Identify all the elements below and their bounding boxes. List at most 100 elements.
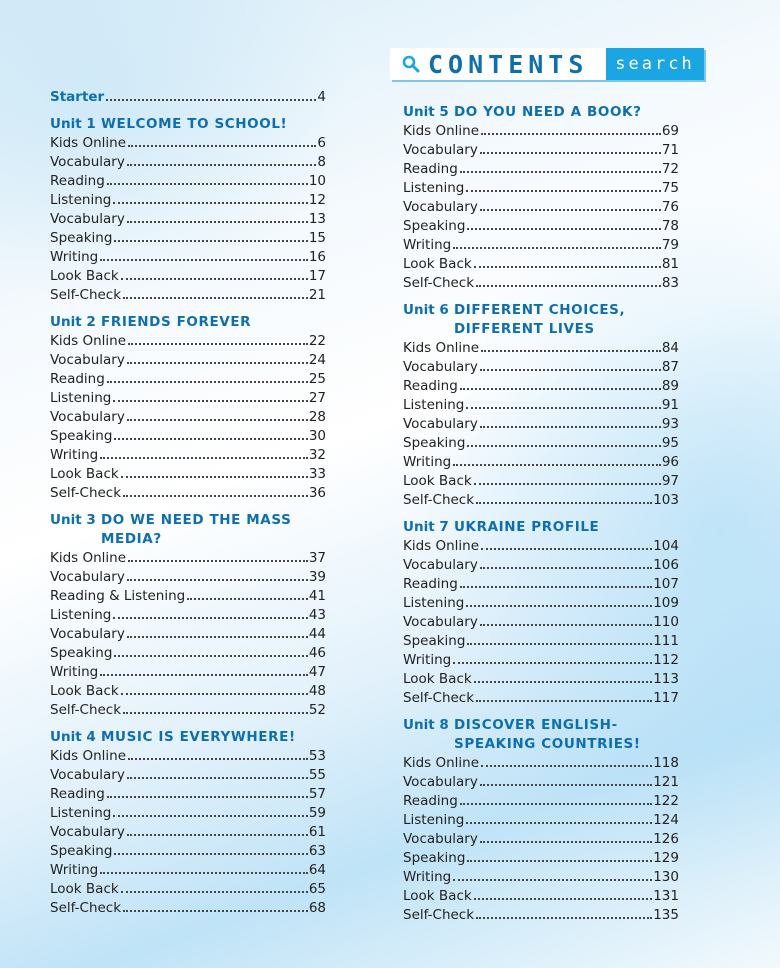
toc-entry[interactable]: Look Back 81 (403, 255, 679, 274)
toc-entry[interactable]: Self-Check 83 (403, 274, 679, 293)
toc-entry[interactable]: Self-Check 36 (50, 484, 326, 503)
toc-entry[interactable]: Listening 75 (403, 179, 679, 198)
toc-entry[interactable]: Vocabulary 24 (50, 351, 326, 370)
toc-entry[interactable]: Kids Online 22 (50, 332, 326, 351)
toc-entry[interactable]: Reading 107 (403, 575, 679, 594)
toc-entry[interactable]: Speaking 30 (50, 427, 326, 446)
toc-entry[interactable]: Vocabulary 121 (403, 773, 679, 792)
toc-entry[interactable]: Speaking 95 (403, 434, 679, 453)
toc-entry[interactable]: Listening 109 (403, 594, 679, 613)
toc-entry[interactable]: Vocabulary 39 (50, 568, 326, 587)
unit-title: FRIENDS FOREVER (101, 313, 251, 332)
entry-label: Self-Check (50, 485, 122, 501)
entry-page: 64 (308, 862, 326, 878)
dot-leader (106, 99, 317, 101)
toc-entry[interactable]: Look Back 17 (50, 267, 326, 286)
entry-label: Self-Check (50, 900, 122, 916)
unit-label: Unit 6 (403, 302, 449, 318)
toc-entry[interactable]: Look Back 33 (50, 465, 326, 484)
toc-entry[interactable]: Vocabulary 87 (403, 358, 679, 377)
toc-entry[interactable]: Writing 79 (403, 236, 679, 255)
toc-entry[interactable]: Writing 47 (50, 663, 326, 682)
entry-page: 61 (308, 824, 326, 840)
entry-label: Vocabulary (50, 352, 125, 368)
toc-entry[interactable]: Kids Online 69 (403, 122, 679, 141)
toc-entry[interactable]: Kids Online 53 (50, 747, 326, 766)
toc-entry[interactable]: Vocabulary 28 (50, 408, 326, 427)
toc-entry[interactable]: Writing 96 (403, 453, 679, 472)
toc-entry[interactable]: Reading & Listening 41 (50, 587, 326, 606)
toc-entry[interactable]: Kids Online 6 (50, 134, 326, 153)
toc-entry[interactable]: Look Back 131 (403, 887, 679, 906)
unit-title: DISCOVER ENGLISH- SPEAKING COUNTRIES! (454, 716, 641, 754)
toc-entry[interactable]: Vocabulary 61 (50, 823, 326, 842)
toc-entry[interactable]: Reading 25 (50, 370, 326, 389)
entry-label: Vocabulary (50, 569, 125, 585)
toc-entry[interactable]: Vocabulary 55 (50, 766, 326, 785)
toc-entry[interactable]: Listening 12 (50, 191, 326, 210)
toc-entry[interactable]: Listening 27 (50, 389, 326, 408)
toc-entry[interactable]: Self-Check 103 (403, 491, 679, 510)
toc-entry[interactable]: Kids Online 104 (403, 537, 679, 556)
toc-entry[interactable]: Vocabulary 126 (403, 830, 679, 849)
toc-entry[interactable]: Reading 122 (403, 792, 679, 811)
toc-entry[interactable]: Vocabulary 71 (403, 141, 679, 160)
toc-entry-starter[interactable]: Starter 4 (50, 88, 326, 107)
toc-entry[interactable]: Kids Online 118 (403, 754, 679, 773)
entry-page: 53 (308, 748, 326, 764)
toc-entry[interactable]: Listening 124 (403, 811, 679, 830)
toc-entry[interactable]: Writing 32 (50, 446, 326, 465)
toc-entry[interactable]: Kids Online 84 (403, 339, 679, 358)
toc-entry[interactable]: Speaking 111 (403, 632, 679, 651)
entry-page: 13 (308, 211, 326, 227)
toc-entry[interactable]: Speaking 63 (50, 842, 326, 861)
toc-entry[interactable]: Reading 57 (50, 785, 326, 804)
toc-entry[interactable]: Writing 112 (403, 651, 679, 670)
toc-entry[interactable]: Vocabulary 76 (403, 198, 679, 217)
toc-entry[interactable]: Writing 64 (50, 861, 326, 880)
toc-entry[interactable]: Speaking 15 (50, 229, 326, 248)
toc-entry[interactable]: Reading 89 (403, 377, 679, 396)
toc-entry[interactable]: Listening 59 (50, 804, 326, 823)
toc-entry[interactable]: Vocabulary 8 (50, 153, 326, 172)
toc-entry[interactable]: Reading 72 (403, 160, 679, 179)
toc-entry[interactable]: Self-Check 21 (50, 286, 326, 305)
toc-entry[interactable]: Self-Check 117 (403, 689, 679, 708)
entry-label: Writing (403, 652, 452, 668)
entry-page: 76 (661, 199, 679, 215)
entry-page: 113 (653, 671, 679, 687)
toc-entry[interactable]: Vocabulary 13 (50, 210, 326, 229)
toc-entry[interactable]: Look Back 65 (50, 880, 326, 899)
toc-entry[interactable]: Self-Check 135 (403, 906, 679, 925)
unit-title-line: FRIENDS FOREVER (101, 314, 252, 330)
unit-title-line: DO WE NEED THE MASS (101, 512, 292, 528)
toc-entry[interactable]: Reading 10 (50, 172, 326, 191)
entry-label: Look Back (403, 473, 472, 489)
toc-entry[interactable]: Look Back 113 (403, 670, 679, 689)
unit-label: Unit 3 (50, 512, 96, 528)
dot-leader (128, 560, 308, 562)
toc-entry[interactable]: Self-Check 68 (50, 899, 326, 918)
toc-entry[interactable]: Vocabulary 110 (403, 613, 679, 632)
dot-leader (473, 266, 661, 268)
entry-page: 41 (308, 588, 326, 604)
toc-entry[interactable]: Speaking 46 (50, 644, 326, 663)
toc-entry[interactable]: Speaking 78 (403, 217, 679, 236)
toc-entry[interactable]: Kids Online 37 (50, 549, 326, 568)
toc-entry[interactable]: Listening 91 (403, 396, 679, 415)
toc-entry[interactable]: Writing 130 (403, 868, 679, 887)
entry-label: Look Back (50, 466, 119, 482)
dot-leader (113, 815, 308, 817)
toc-entry[interactable]: Vocabulary 44 (50, 625, 326, 644)
toc-entry[interactable]: Look Back 97 (403, 472, 679, 491)
toc-entry[interactable]: Speaking 129 (403, 849, 679, 868)
toc-entry[interactable]: Look Back 48 (50, 682, 326, 701)
toc-entry[interactable]: Writing 16 (50, 248, 326, 267)
toc-entry[interactable]: Vocabulary 93 (403, 415, 679, 434)
entry-page: 16 (308, 249, 326, 265)
toc-entry[interactable]: Self-Check 52 (50, 701, 326, 720)
toc-entry[interactable]: Listening 43 (50, 606, 326, 625)
dot-leader (114, 853, 308, 855)
toc-entry[interactable]: Vocabulary 106 (403, 556, 679, 575)
entry-page: 10 (308, 173, 326, 189)
